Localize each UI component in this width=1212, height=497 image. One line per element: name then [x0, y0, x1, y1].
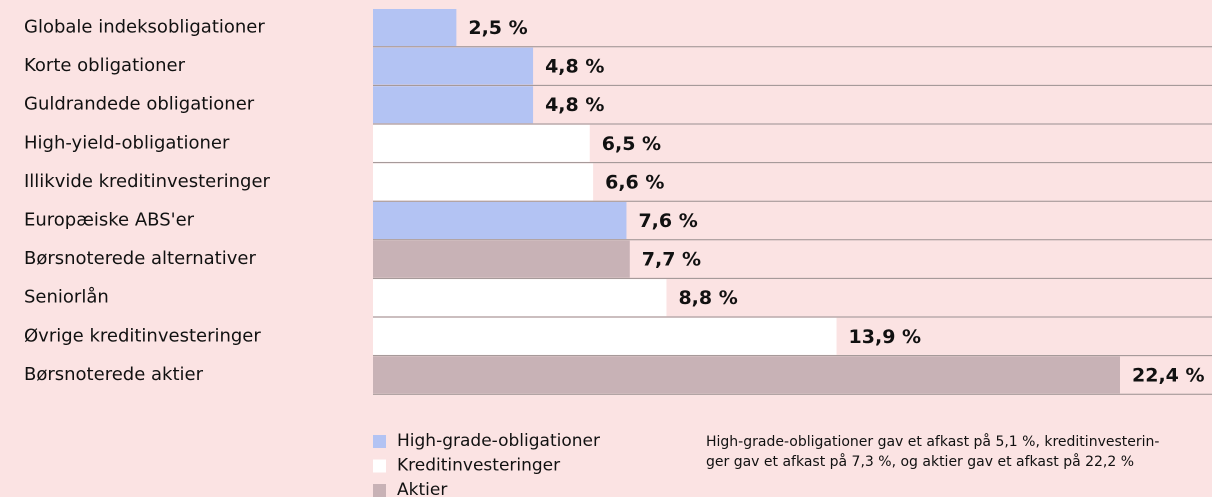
value-label: 22,4 % — [1132, 364, 1205, 386]
bar — [373, 202, 627, 239]
category-label: Seniorlån — [24, 287, 109, 308]
category-label: Illikvide kreditinvesteringer — [24, 171, 271, 192]
category-label: High-yield-obligationer — [24, 132, 230, 153]
bar — [373, 163, 594, 201]
bar — [373, 47, 534, 85]
legend-label: High-grade-obligationer — [397, 431, 600, 451]
bar — [373, 317, 837, 355]
legend-swatch — [373, 435, 386, 448]
value-label: 7,7 % — [642, 249, 701, 271]
category-label: Korte obligationer — [24, 55, 186, 76]
category-label: Guldrandede obligationer — [24, 94, 255, 115]
legend-swatch — [373, 484, 386, 497]
category-label: Børsnoterede aktier — [24, 364, 204, 385]
legend-label: Aktier — [397, 480, 447, 497]
value-label: 4,8 % — [545, 94, 604, 116]
note: High-grade-obligationer gav et afkast på… — [706, 433, 1159, 450]
bar — [373, 9, 457, 46]
bar — [373, 86, 534, 124]
value-label: 7,6 % — [638, 210, 697, 232]
bar — [373, 124, 590, 162]
legend-swatch — [373, 459, 386, 473]
value-label: 2,5 % — [468, 17, 527, 39]
category-label: Øvrige kreditinvesteringer — [24, 325, 261, 346]
category-label: Globale indeksobligationer — [24, 17, 265, 38]
legend-label: Kreditinvesteringer — [397, 456, 560, 476]
category-label: Børsnoterede alternativer — [24, 248, 256, 269]
bar — [373, 279, 667, 317]
value-label: 6,5 % — [602, 133, 661, 155]
value-label: 13,9 % — [849, 326, 922, 348]
bar — [373, 240, 630, 278]
value-label: 8,8 % — [678, 287, 737, 309]
value-label: 4,8 % — [545, 56, 604, 78]
bar — [373, 356, 1120, 394]
note: ger gav et afkast på 7,3 %, og aktier ga… — [706, 453, 1134, 470]
category-label: Europæiske ABS'er — [24, 210, 195, 231]
value-label: 6,6 % — [605, 171, 664, 193]
